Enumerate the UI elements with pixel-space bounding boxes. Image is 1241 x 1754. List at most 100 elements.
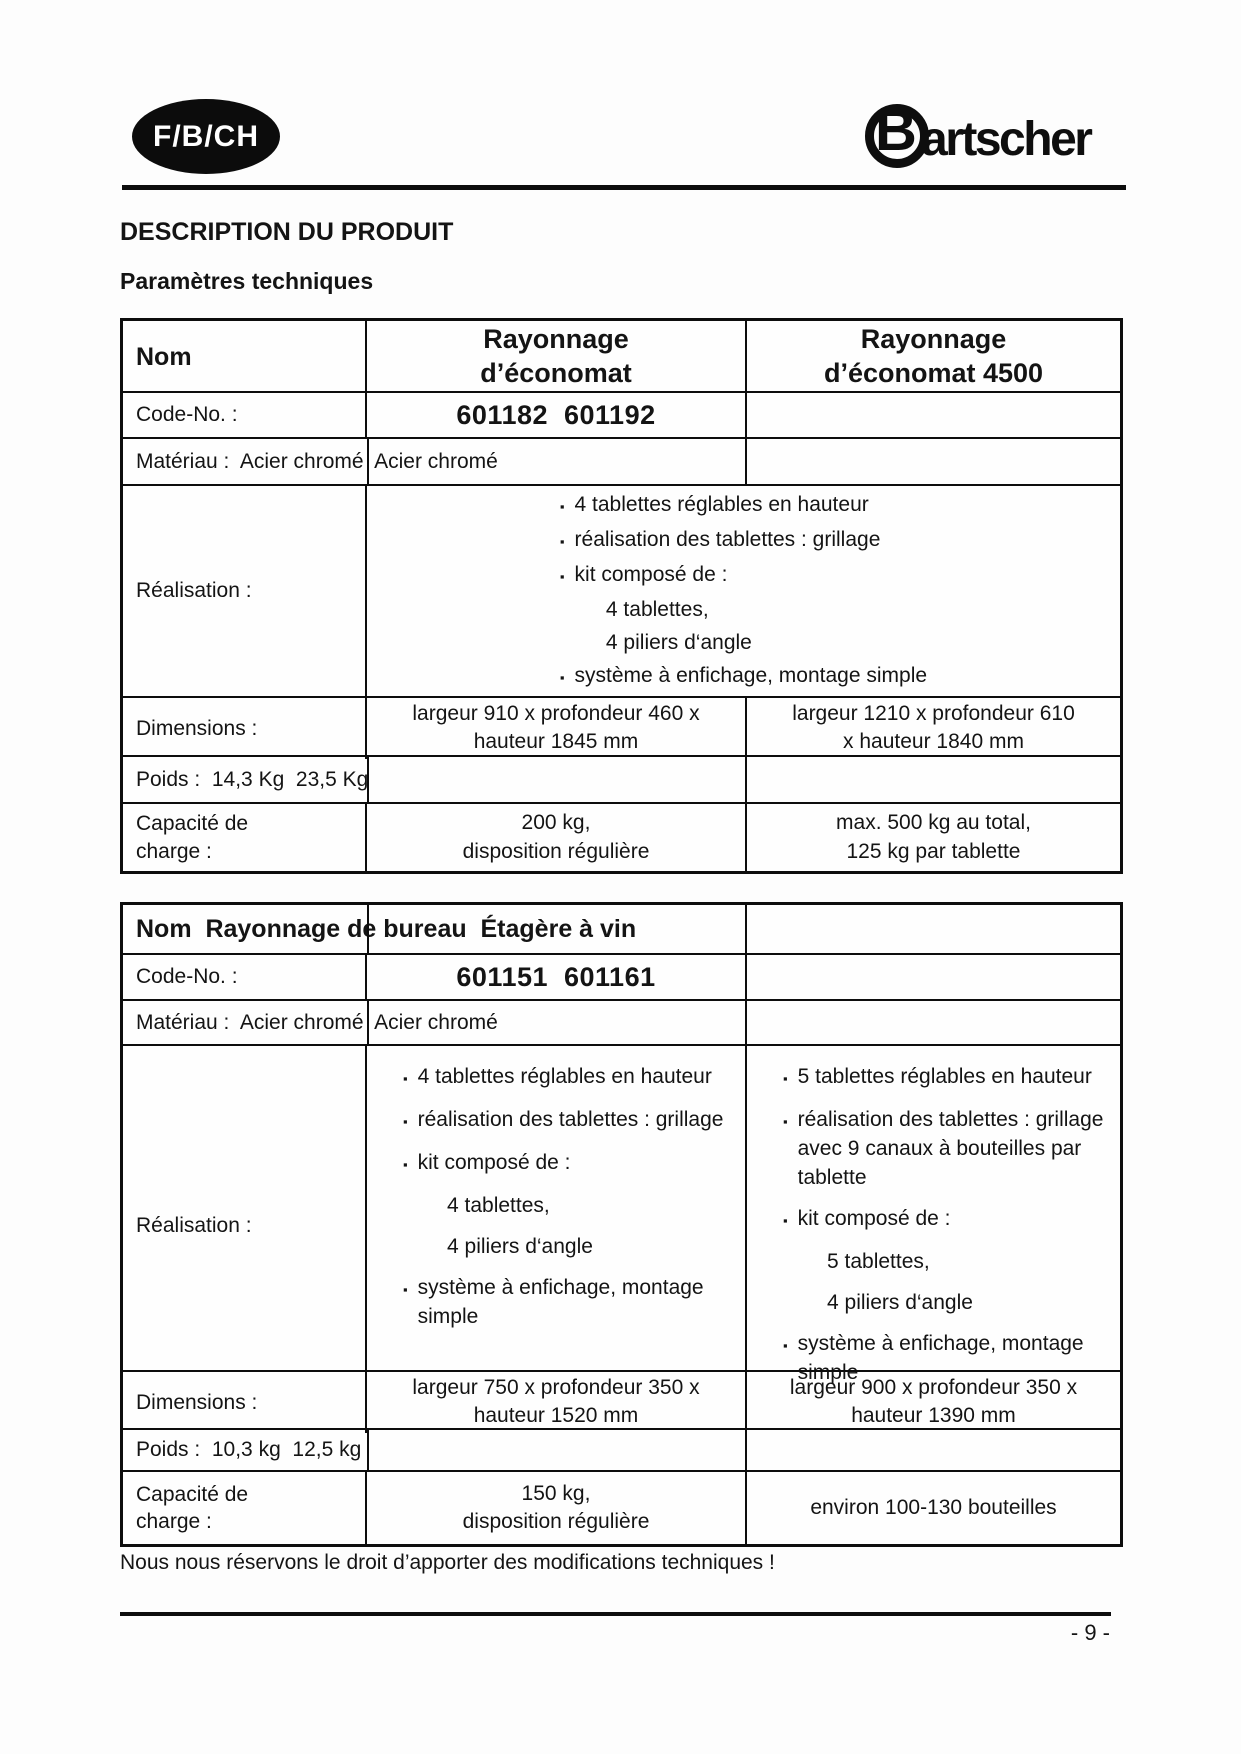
table-row-header: Nom Rayonnage de bureau Étagère à vin — [123, 905, 1120, 953]
bullet-list: ▪ 4 tablettes réglables en hauteur ▪ réalis… — [560, 488, 927, 694]
square-bullet-icon: ▪ — [403, 1157, 408, 1172]
realisation-label: Réalisation : — [123, 486, 367, 696]
header-cell-rayonnage-economat-4500: Rayonnage d’économat 4500 — [823, 324, 1044, 388]
realisation-cell-bureau: ▪ 4 tablettes réglables en hauteur ▪ réalis… — [367, 1046, 747, 1405]
cell-divider-line — [367, 1430, 369, 1470]
bullet-text: système à enfichage, montage simple — [417, 1276, 704, 1328]
bullet-item: ▪ réalisation des tablettes : grillage — [403, 1105, 739, 1136]
square-bullet-icon: ▪ — [783, 1338, 788, 1353]
table-cell-empty — [747, 439, 1120, 484]
table-row-code: Code-No. : 601182 601192 — [123, 391, 1120, 437]
cell-divider-line — [367, 905, 369, 953]
table-row-materiau: Matériau : Acier chromé Acier chromé — [123, 437, 1120, 484]
dimensions-value-economat: largeur 910 x profondeur 460 x hauteur 1… — [367, 698, 747, 759]
bullet-text: 5 tablettes, — [827, 1250, 930, 1273]
footer-rule — [120, 1612, 1111, 1616]
bullet-text: système à enfichage, montage simple — [797, 1332, 1084, 1384]
square-bullet-icon: ▪ — [559, 670, 565, 685]
cell-divider-line — [367, 439, 369, 484]
poids-cell: Poids : 14,3 Kg 23,5 Kg — [123, 757, 747, 802]
table-row-realisation: Réalisation : ▪ 4 tablettes réglables en … — [123, 484, 1120, 696]
table-row-dimensions: Dimensions : largeur 910 x profondeur 46… — [123, 696, 1120, 759]
table-bureau-vin: Nom Rayonnage de bureau Étagère à vin Co… — [120, 902, 1123, 1547]
capacite-value-economat: 200 kg, disposition régulière — [367, 804, 747, 871]
capacite-label: Capacité de charge : — [123, 804, 367, 871]
code-value: 601182 601192 — [367, 393, 747, 437]
code-label: Code-No. : — [123, 955, 367, 999]
square-bullet-icon: ▪ — [559, 499, 565, 514]
header-rule — [122, 185, 1126, 190]
cell-divider-line — [367, 757, 369, 802]
bullet-item: ▪ système à enfichage, montage simple — [560, 659, 927, 694]
region-badge-label: F/B/CH — [153, 119, 259, 153]
table-row-capacite: Capacité de charge : 150 kg, disposition… — [123, 1470, 1120, 1544]
square-bullet-icon: ▪ — [403, 1071, 408, 1086]
square-bullet-icon: ▪ — [559, 569, 565, 584]
bullet-sub-item: 4 piliers d‘angle — [827, 1288, 1114, 1317]
logo-ring-icon — [865, 104, 929, 168]
bartscher-logo-b-icon: B — [865, 98, 929, 168]
bullet-text: réalisation des tablettes : grillage — [417, 1108, 724, 1131]
dimensions-label: Dimensions : — [123, 698, 367, 759]
section-subtitle: Paramètres techniques — [120, 268, 374, 294]
table-cell-empty — [747, 757, 1120, 802]
bullet-item: ▪ 4 tablettes réglables en hauteur — [560, 488, 927, 523]
bullet-item: ▪ kit composé de : — [560, 558, 927, 593]
bullet-sub-item: 4 piliers d‘angle — [606, 626, 927, 659]
table-row-materiau: Matériau : Acier chromé Acier chromé — [123, 999, 1120, 1044]
table-row-poids: Poids : 14,3 Kg 23,5 Kg — [123, 755, 1120, 802]
table-row-dimensions: Dimensions : largeur 750 x profondeur 35… — [123, 1370, 1120, 1433]
bullet-item: ▪ kit composé de : — [403, 1148, 739, 1179]
table-cell-empty — [747, 393, 1120, 437]
table-row-realisation: Réalisation : ▪ 4 tablettes réglables en … — [123, 1044, 1120, 1405]
bullet-item: ▪ système à enfichage, montage simple — [403, 1273, 739, 1331]
capacite-value-bureau: 150 kg, disposition régulière — [367, 1472, 747, 1544]
bullet-text: 4 piliers d‘angle — [447, 1235, 593, 1258]
realisation-label: Réalisation : — [123, 1046, 367, 1405]
bullet-text: 4 piliers d‘angle — [827, 1291, 973, 1314]
bullet-text: 5 tablettes réglables en hauteur — [797, 1065, 1092, 1088]
bullet-text: kit composé de : — [574, 563, 728, 586]
materiau-cell: Matériau : Acier chromé Acier chromé — [123, 439, 747, 484]
table-row-header: Nom Rayonnage d’économat Rayonnage d’éco… — [123, 321, 1120, 393]
realisation-cell-vin: ▪ 5 tablettes réglables en hauteur ▪ réalis… — [747, 1046, 1120, 1405]
table-row-poids: Poids : 10,3 kg 12,5 kg — [123, 1428, 1120, 1470]
table-cell-empty — [747, 1001, 1120, 1044]
bullet-text: réalisation des tablettes : grillage ave… — [797, 1108, 1104, 1189]
square-bullet-icon: ▪ — [783, 1071, 788, 1086]
bullet-item: ▪ 5 tablettes réglables en hauteur — [783, 1062, 1114, 1093]
bullet-text: 4 tablettes réglables en hauteur — [417, 1065, 712, 1088]
materiau-cell: Matériau : Acier chromé Acier chromé — [123, 1001, 747, 1044]
bullet-sub-item: 4 tablettes, — [447, 1191, 739, 1220]
square-bullet-icon: ▪ — [783, 1114, 788, 1129]
bullet-text: kit composé de : — [797, 1207, 951, 1230]
dimensions-value-bureau: largeur 750 x profondeur 350 x hauteur 1… — [367, 1372, 747, 1433]
header-cell-rayonnage-economat: Rayonnage d’économat — [367, 321, 747, 393]
bullet-item: ▪ système à enfichage, montage simple — [783, 1329, 1114, 1387]
square-bullet-icon: ▪ — [783, 1213, 788, 1228]
table-cell-empty — [747, 955, 1120, 999]
bullet-text: 4 piliers d‘angle — [605, 631, 752, 654]
bullet-text: système à enfichage, montage simple — [574, 664, 928, 687]
bullet-item: ▪ réalisation des tablettes : grillage av… — [783, 1105, 1114, 1192]
region-badge: F/B/CH — [132, 99, 280, 174]
table-economat: Nom Rayonnage d’économat Rayonnage d’éco… — [120, 318, 1123, 874]
bullet-text: 4 tablettes réglables en hauteur — [574, 493, 869, 516]
bartscher-logo: B artscher — [865, 98, 1093, 172]
square-bullet-icon: ▪ — [559, 534, 565, 549]
bullet-item: ▪ réalisation des tablettes : grillage — [560, 523, 927, 558]
table-cell-empty — [747, 905, 1120, 953]
logo-wordmark: artscher — [921, 112, 1093, 166]
capacite-value-economat-4500: max. 500 kg au total, 125 kg par tablett… — [836, 811, 1031, 863]
code-label: Code-No. : — [123, 393, 367, 437]
dimensions-value-vin: largeur 900 x profondeur 350 x hauteur 1… — [789, 1376, 1078, 1428]
logo-b-letter: B — [875, 98, 917, 163]
bullet-sub-item: 5 tablettes, — [827, 1247, 1114, 1276]
square-bullet-icon: ▪ — [403, 1282, 408, 1297]
page-number: - 9 - — [1070, 1620, 1110, 1645]
dimensions-value-economat-4500: largeur 1210 x profondeur 610 x hauteur … — [792, 702, 1075, 754]
cell-divider-line — [367, 1001, 369, 1044]
capacite-value-vin: environ 100-130 bouteilles — [810, 1495, 1057, 1519]
bullet-text: 4 tablettes, — [605, 598, 709, 621]
header-cell-nom-bureau-vin: Nom Rayonnage de bureau Étagère à vin — [123, 905, 747, 953]
